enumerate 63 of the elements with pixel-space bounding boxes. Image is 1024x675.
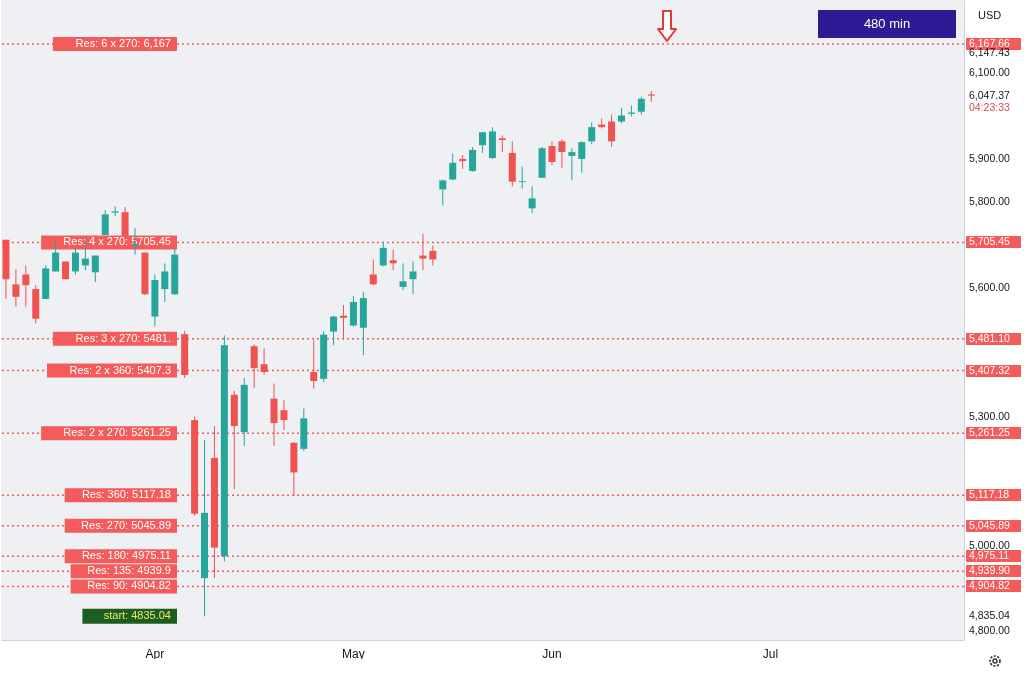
candlestick <box>369 258 377 286</box>
candlestick <box>449 153 457 181</box>
ref-line-label: Res: 360: 5117.18 <box>81 488 171 501</box>
candlestick <box>439 179 447 206</box>
candlestick <box>479 131 486 154</box>
candlestick <box>389 249 397 271</box>
candlestick <box>528 185 536 214</box>
candlestick <box>52 240 60 272</box>
label-box: 480 min <box>818 10 956 38</box>
annotation: Res: 6 x 270: 6,167 <box>75 36 171 49</box>
annotation: start: 4835.04 <box>103 609 171 622</box>
y-tick-label: 5,117.18 <box>969 488 1010 501</box>
y-tick-label: 5,000.00 <box>969 538 1011 551</box>
y-tick-label: 5,705.45 <box>969 235 1011 248</box>
ref-line-label: Res: 180: 4975.11 <box>81 549 171 562</box>
ref-line-label: Res: 90: 4904.82 <box>87 579 171 592</box>
text: USD <box>978 9 1002 21</box>
y-tick-label: 4,975.11 <box>969 549 1010 562</box>
ref-line-label: Res: 2 x 360: 5407.3 <box>69 363 171 376</box>
ref-line-label: Res: 2 x 270: 5261.25 <box>63 426 171 439</box>
candlestick <box>330 315 338 346</box>
text: 04:23:33 <box>969 100 1011 113</box>
candlestick <box>429 245 437 266</box>
candlestick <box>349 295 357 327</box>
candlestick <box>399 262 407 291</box>
y-tick-label: 4,835.04 <box>969 609 1011 622</box>
y-tick-label: 5,900.00 <box>969 151 1011 164</box>
candlestick <box>101 209 109 236</box>
candlestick <box>637 96 645 116</box>
candlestick <box>409 261 417 295</box>
y-tick-label: 4,800.00 <box>969 624 1011 637</box>
y-tick-label: 5,045.89 <box>969 518 1011 531</box>
y-tick-label: 5,481.10 <box>969 331 1011 344</box>
candlestick <box>12 268 20 308</box>
candlestick <box>558 138 566 169</box>
candlestick <box>608 114 616 148</box>
candlestick <box>379 241 387 267</box>
x-tick-label: Jul <box>762 646 779 661</box>
candlestick <box>161 262 169 303</box>
candlestick <box>280 399 288 431</box>
candlestick <box>22 264 30 308</box>
ref-line-label: Res: 3 x 270: 5481. <box>75 331 171 344</box>
candlestick <box>588 121 596 145</box>
y-tick-label: 5,300.00 <box>969 409 1011 422</box>
candlestick <box>419 233 427 271</box>
candlestick <box>518 166 526 190</box>
candlestick <box>91 255 99 283</box>
y-tick-label: 5,261.25 <box>969 426 1011 439</box>
ref-line-label: Res: 270: 5045.89 <box>81 518 171 531</box>
y-tick-label: 4,939.90 <box>969 564 1011 577</box>
y-tick-label: 5,407.32 <box>969 363 1011 376</box>
x-tick-label: Jun <box>542 646 562 661</box>
candlestick <box>578 140 586 174</box>
ref-line-label: Res: 135: 4939.9 <box>87 564 171 577</box>
y-tick-label: 4,904.82 <box>969 579 1011 592</box>
y-tick-label: 5,800.00 <box>969 194 1011 207</box>
candlestick <box>71 247 79 275</box>
candlestick <box>548 140 556 166</box>
y-tick-label: 5,600.00 <box>969 280 1011 293</box>
candlestick <box>568 147 576 181</box>
y-tick-label: 6,047.37 <box>969 88 1011 101</box>
candlestick <box>469 146 477 173</box>
y-tick-label: 6,100.00 <box>969 66 1011 79</box>
